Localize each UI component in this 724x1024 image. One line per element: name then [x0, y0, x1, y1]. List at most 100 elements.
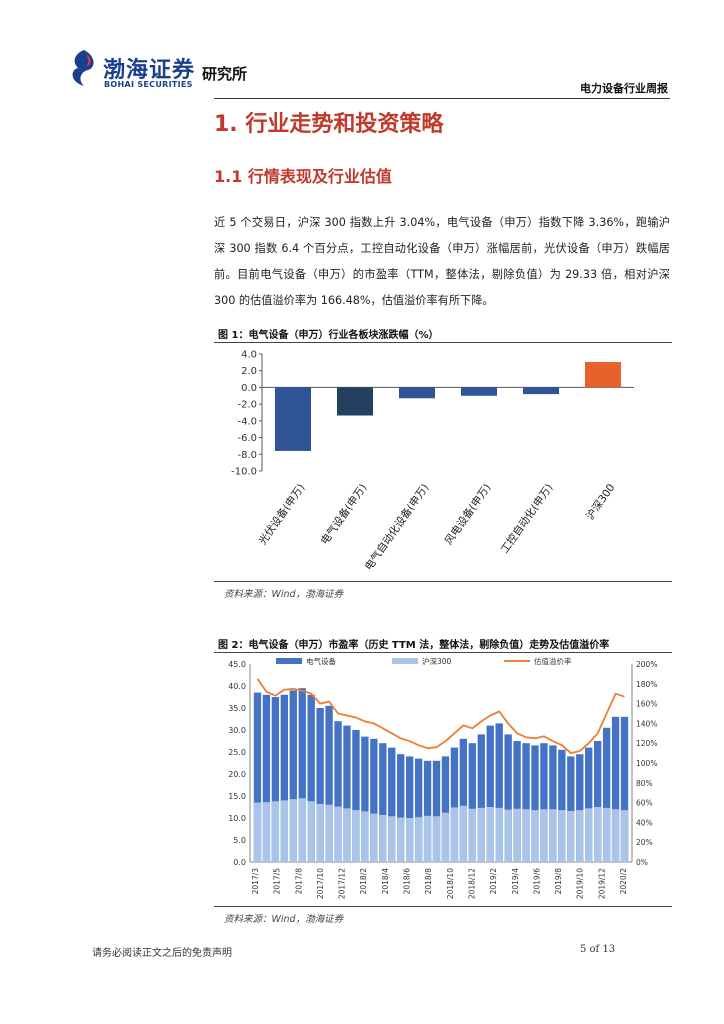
- x-tick-label: 2019/6: [532, 868, 541, 895]
- sector-pe-bar: [522, 743, 530, 862]
- x-category-label: 光伏设备(申万): [256, 481, 307, 547]
- right-tick-label: 100%: [636, 759, 657, 768]
- sector-pe-bar: [388, 747, 396, 862]
- sector-pe-bar: [468, 743, 477, 862]
- hs300-pe-bar: [450, 807, 459, 862]
- y-tick-label: 0.0: [241, 383, 257, 394]
- sector-pe-bar: [307, 694, 315, 862]
- hs300-pe-bar: [593, 807, 602, 862]
- right-tick-label: 20%: [636, 838, 653, 847]
- hs300-pe-bar: [432, 816, 441, 862]
- hs300-pe-bar: [567, 810, 575, 862]
- y-tick-label: -4.0: [237, 416, 257, 427]
- sector-pe-bar: [262, 694, 271, 862]
- logo-chinese-name: 渤海证券: [103, 57, 196, 83]
- logo-english-name: BOHAI SECURITIES: [104, 80, 193, 89]
- x-tick-label: 2019/4: [511, 868, 520, 895]
- right-tick-label: 200%: [636, 660, 657, 669]
- page-number: 5 of 13: [580, 944, 616, 955]
- hs300-pe-bar: [549, 809, 557, 862]
- body-paragraph: 近 5 个交易日，沪深 300 指数上升 3.04%，电气设备（申万）指数下降 …: [214, 216, 670, 307]
- x-tick-label: 2019/8: [554, 868, 563, 895]
- sector-pe-bar: [531, 745, 539, 862]
- premium-line: [256, 678, 625, 755]
- hs300-pe-bar: [289, 799, 297, 862]
- sector-pe-bar: [405, 756, 414, 862]
- x-category-label: 工控自动化(申万): [498, 481, 556, 555]
- hs300-pe-bar: [486, 807, 494, 862]
- x-tick-label: 2018/8: [424, 868, 433, 895]
- sector-pe-bar: [280, 694, 289, 862]
- x-tick-label: 2017/12: [338, 868, 347, 899]
- hs300-pe-bar: [307, 801, 315, 862]
- bohai-logo-icon: [72, 50, 94, 86]
- left-tick-label: 20.0: [228, 770, 246, 779]
- bar: [337, 387, 373, 416]
- hs300-pe-bar: [540, 809, 548, 862]
- hs300-pe-bar: [405, 818, 414, 862]
- y-tick-label: 2.0: [241, 366, 257, 377]
- x-tick-label: 2018/6: [403, 868, 412, 895]
- legend-label: 电气设备: [306, 656, 336, 666]
- sector-pe-bar: [441, 756, 450, 862]
- hs300-pe-bar: [495, 807, 503, 862]
- x-category-label: 沪深300: [583, 481, 617, 522]
- hs300-pe-bar: [585, 808, 593, 862]
- hs300-pe-bar: [271, 801, 280, 862]
- hs300-pe-bar: [423, 815, 432, 862]
- x-tick-label: 2018/10: [446, 868, 455, 899]
- hs300-pe-bar: [361, 811, 369, 862]
- left-tick-label: 0.0: [233, 858, 246, 867]
- right-tick-label: 80%: [636, 779, 653, 788]
- sector-pe-bar: [343, 725, 351, 862]
- y-tick-label: -8.0: [237, 450, 257, 461]
- sector-pe-bar: [316, 708, 324, 862]
- legend-label: 估值溢价率: [534, 656, 572, 666]
- x-tick-label: 2018/4: [381, 868, 390, 895]
- right-tick-label: 160%: [636, 700, 657, 709]
- hs300-pe-bar: [602, 807, 611, 862]
- sector-pe-bar: [513, 741, 521, 862]
- right-tick-label: 0%: [636, 858, 648, 867]
- right-tick-label: 40%: [636, 818, 653, 827]
- y-tick-label: -10.0: [231, 467, 257, 478]
- hs300-pe-bar: [397, 817, 405, 862]
- sector-pe-bar: [567, 756, 575, 862]
- x-tick-label: 2020/2: [619, 868, 628, 895]
- hs300-pe-bar: [477, 807, 485, 862]
- x-tick-label: 2017/3: [251, 868, 260, 895]
- sector-pe-bar: [477, 734, 485, 862]
- figure2-combo-chart: 45.0 40.0 35.0 30.0 25.0 20.0 15.0 10.0 5.0 0.0 20…: [228, 656, 657, 899]
- sector-pe-bar: [325, 705, 333, 862]
- sector-pe-bar: [593, 741, 602, 862]
- figure1-bottom-rule: [214, 581, 672, 582]
- right-tick-label: 140%: [636, 719, 657, 728]
- header-divider: [214, 98, 670, 99]
- sector-pe-bar: [486, 725, 494, 862]
- x-category-label: 电气设备(申万): [318, 481, 369, 547]
- hs300-pe-bar: [558, 810, 566, 862]
- hs300-pe-bar: [352, 810, 360, 862]
- x-tick-label: 2019/12: [597, 868, 606, 899]
- sector-pe-bar: [620, 716, 629, 862]
- hs300-pe-bar: [370, 813, 378, 862]
- sector-pe-bar: [495, 723, 503, 862]
- figure1-source: 资料来源：Wind，渤海证券: [224, 589, 344, 600]
- institute-name: 研究所: [202, 65, 248, 83]
- sector-pe-bar: [397, 754, 405, 862]
- sector-pe-bar: [370, 738, 378, 862]
- hs300-pe-bar: [522, 809, 530, 862]
- x-tick-label: 2017/8: [294, 868, 303, 895]
- figure2-source: 资料来源：Wind，渤海证券: [224, 914, 344, 925]
- sector-pe-bar: [585, 747, 593, 862]
- hs300-pe-bar: [253, 802, 262, 862]
- sector-pe-bar: [352, 730, 360, 862]
- footer-disclaimer: 请务必阅读正文之后的免责声明: [92, 948, 232, 959]
- figure1-top-rule: [214, 342, 672, 343]
- x-tick-label: 2018/12: [467, 868, 476, 899]
- figure1-title: 图 1：电气设备（申万）行业各板块涨跌幅（%）: [218, 330, 439, 341]
- sector-pe-bar: [504, 734, 512, 862]
- hs300-pe-bar: [513, 808, 521, 862]
- sector-pe-bar: [602, 727, 611, 862]
